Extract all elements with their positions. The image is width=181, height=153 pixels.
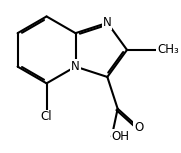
Text: N: N [71,60,80,73]
Text: Cl: Cl [41,110,52,123]
Text: CH₃: CH₃ [157,43,179,56]
Text: O: O [134,121,143,134]
Text: OH: OH [112,130,130,143]
Text: N: N [103,16,112,29]
